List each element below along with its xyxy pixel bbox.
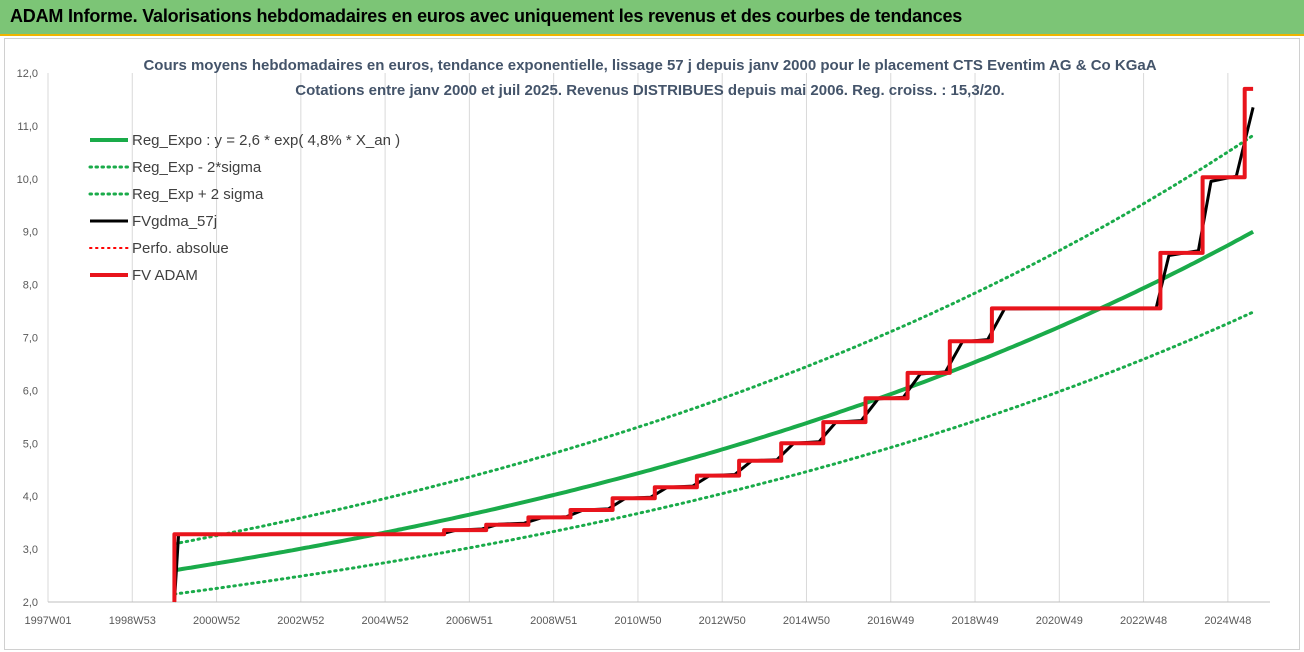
grid (47, 73, 1229, 602)
header-banner: ADAM Informe. Valorisations hebdomadaire… (0, 0, 1304, 36)
y-tick-label: 5,0 (23, 438, 38, 450)
x-tick-label: 2016W49 (867, 615, 914, 627)
series-line (172, 86, 1254, 602)
y-tick-label: 9,0 (23, 227, 38, 239)
y-tick-label: 10,0 (17, 174, 38, 186)
chart-title: Cours moyens hebdomadaires en euros, ten… (143, 57, 1156, 74)
y-tick-label: 4,0 (23, 491, 38, 503)
legend: Reg_Expo : y = 2,6 * exp( 4,8% * X_an ) R… (88, 132, 400, 284)
legend-label: FV ADAM (132, 267, 198, 284)
x-tick-label: 2012W50 (699, 615, 746, 627)
x-tick-label: 2006W51 (446, 615, 493, 627)
x-tick-label: 2008W51 (530, 615, 577, 627)
x-tick-label: 2022W48 (1120, 615, 1167, 627)
series-line (174, 229, 1255, 573)
legend-label: FVgdma_57j (132, 213, 217, 230)
y-tick-label: 7,0 (23, 333, 38, 345)
x-tick-label: 2024W48 (1204, 615, 1251, 627)
x-tick-label: 2000W52 (193, 615, 240, 627)
y-tick-label: 3,0 (23, 544, 38, 556)
page-title: ADAM Informe. Valorisations hebdomadaire… (10, 6, 963, 26)
x-tick-label: 2004W52 (362, 615, 409, 627)
series-line (172, 133, 1255, 546)
x-tick-label: 2014W50 (783, 615, 830, 627)
axes: 1997W01 1998W53 2000W52 2002W52 2004W52 2006W… (17, 68, 1270, 627)
x-tick-label: 2010W50 (614, 615, 661, 627)
x-tick-label: 2002W52 (277, 615, 324, 627)
x-tick-label: 2020W49 (1036, 615, 1083, 627)
y-tick-label: 11,0 (17, 121, 38, 133)
y-tick-label: 8,0 (23, 280, 38, 292)
legend-label: Reg_Expo : y = 2,6 * exp( 4,8% * X_an ) (132, 132, 400, 149)
y-tick-label: 2,0 (23, 597, 38, 609)
series-layer (172, 86, 1255, 603)
series-line (172, 107, 1255, 603)
x-tick-label: 2018W49 (951, 615, 998, 627)
y-tick-label: 12,0 (17, 68, 38, 80)
chart-frame (4, 38, 1300, 650)
y-tick-label: 6,0 (23, 385, 38, 397)
legend-label: Perfo. absolue (132, 240, 229, 257)
legend-label: Reg_Exp + 2 sigma (132, 186, 264, 203)
x-tick-label: 1997W01 (24, 615, 71, 627)
chart-subtitle: Cotations entre janv 2000 et juil 2025. … (295, 82, 1004, 99)
legend-label: Reg_Exp - 2*sigma (132, 159, 262, 176)
series-line (172, 310, 1255, 596)
x-tick-label: 1998W53 (109, 615, 156, 627)
